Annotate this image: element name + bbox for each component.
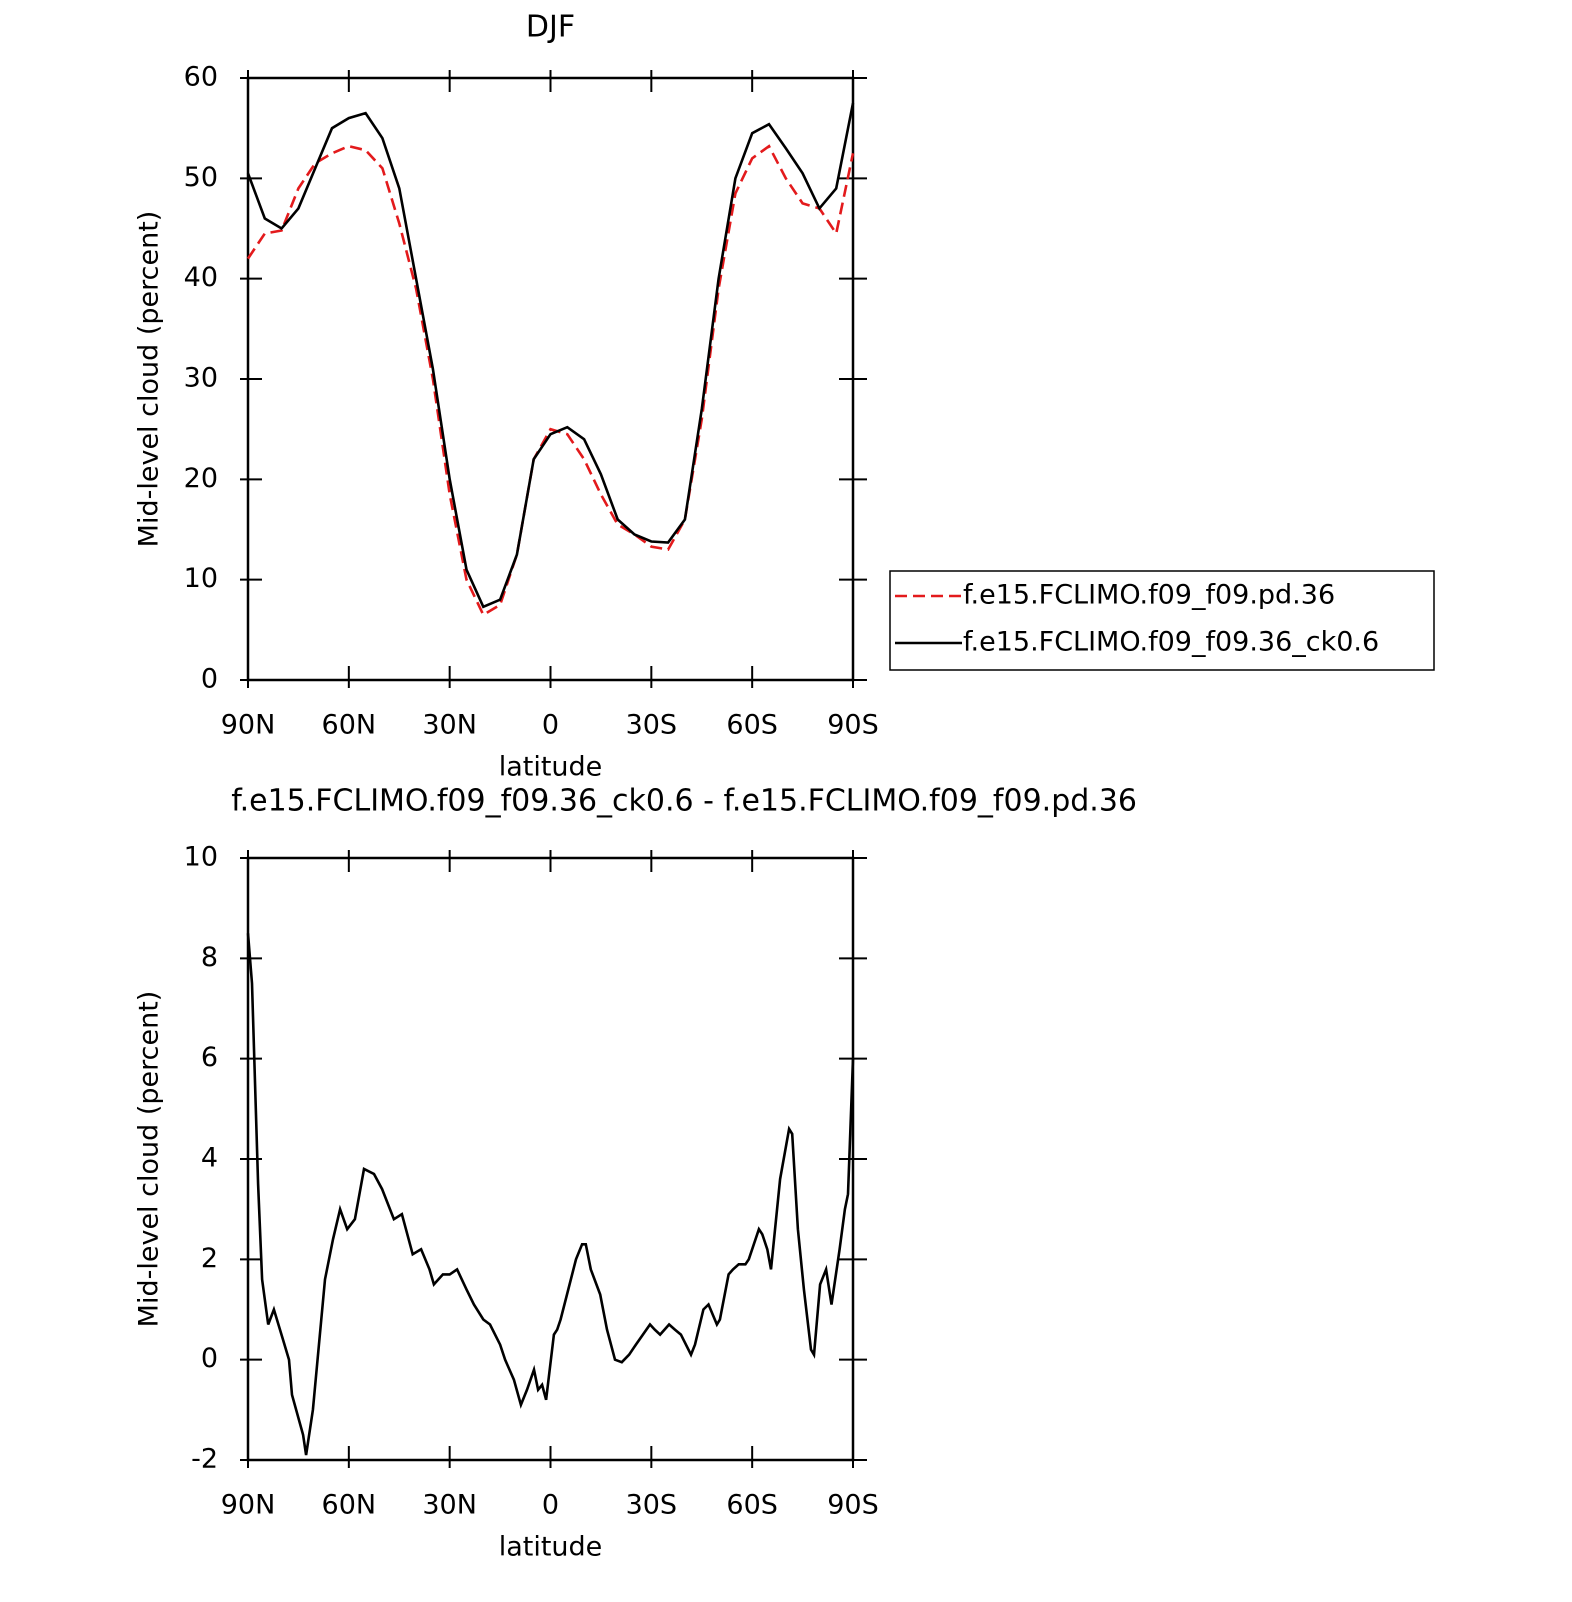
x-tick-label: 30S bbox=[626, 1490, 678, 1521]
x-tick-label: 0 bbox=[542, 1490, 559, 1521]
y-tick-label: 2 bbox=[201, 1243, 218, 1274]
x-tick-label: 90N bbox=[221, 1490, 276, 1521]
data-line bbox=[246, 144, 855, 617]
y-tick-label: 4 bbox=[201, 1143, 218, 1174]
y-tick-label: 6 bbox=[201, 1042, 218, 1073]
data-line bbox=[246, 102, 855, 609]
legend-label: f.e15.FCLIMO.f09_f09.pd.36 bbox=[963, 580, 1335, 611]
x-tick-label: 0 bbox=[542, 710, 559, 741]
y-tick-label: 10 bbox=[184, 842, 218, 873]
y-tick-label: -2 bbox=[191, 1444, 218, 1475]
x-tick-label: 90S bbox=[827, 710, 879, 741]
legend-label: f.e15.FCLIMO.f09_f09.36_ck0.6 bbox=[963, 627, 1379, 658]
y-tick-label: 0 bbox=[201, 1343, 218, 1374]
x-tick-label: 30N bbox=[422, 1490, 477, 1521]
plot-frame bbox=[246, 76, 855, 682]
y-axis-label: Mid-level cloud (percent) bbox=[134, 991, 165, 1328]
x-tick-label: 60S bbox=[726, 1490, 778, 1521]
y-tick-label: 40 bbox=[184, 262, 218, 293]
x-tick-label: 30N bbox=[422, 710, 477, 741]
x-tick-label: 60S bbox=[726, 710, 778, 741]
x-axis-label: latitude bbox=[499, 1532, 603, 1563]
x-tick-label: 90N bbox=[221, 710, 276, 741]
chart-title: f.e15.FCLIMO.f09_f09.36_ck0.6 - f.e15.FC… bbox=[231, 784, 1137, 819]
x-tick-label: 60N bbox=[322, 1490, 377, 1521]
y-tick-label: 50 bbox=[184, 162, 218, 193]
y-tick-label: 0 bbox=[201, 664, 218, 695]
legend-box bbox=[889, 570, 1435, 671]
y-tick-label: 8 bbox=[201, 942, 218, 973]
y-axis-label: Mid-level cloud (percent) bbox=[134, 211, 165, 548]
y-tick-label: 30 bbox=[184, 363, 218, 394]
chart-title: DJF bbox=[526, 10, 575, 45]
x-tick-label: 60N bbox=[322, 710, 377, 741]
x-tick-label: 90S bbox=[827, 1490, 879, 1521]
y-tick-label: 10 bbox=[184, 563, 218, 594]
plot-frame bbox=[246, 856, 855, 1462]
x-axis-label: latitude bbox=[499, 752, 603, 783]
y-tick-label: 20 bbox=[184, 463, 218, 494]
y-tick-label: 60 bbox=[184, 62, 218, 93]
data-line bbox=[246, 933, 855, 1456]
x-tick-label: 30S bbox=[626, 710, 678, 741]
